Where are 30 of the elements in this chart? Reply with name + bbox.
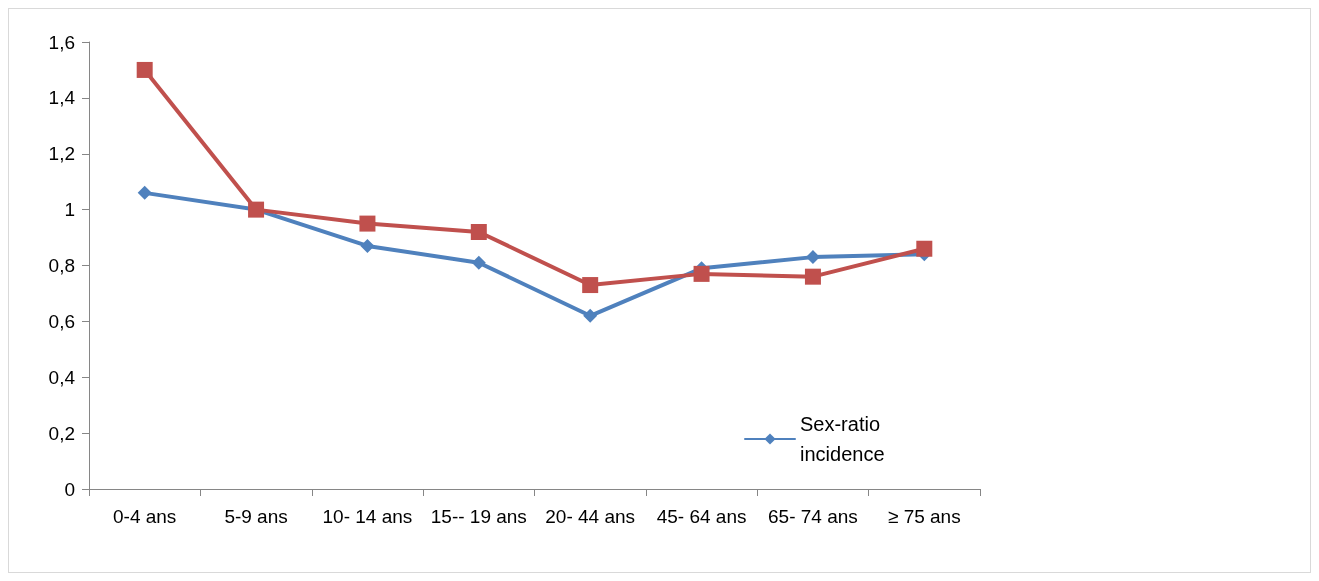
x-tick-label: 65- 74 ans xyxy=(768,506,858,527)
legend-label: Sex-ratio incidence xyxy=(800,413,886,465)
point xyxy=(805,250,820,265)
y-tick-label: 0,8 xyxy=(48,255,75,276)
y-tick-label: 0 xyxy=(64,478,75,500)
x-tick-label: 15-- 19 ans xyxy=(430,506,527,527)
point xyxy=(804,268,821,285)
point xyxy=(693,265,710,282)
point xyxy=(360,238,375,253)
x-tick-label: 20- 44 ans xyxy=(545,506,636,527)
y-tick-label: 1,4 xyxy=(48,87,76,109)
x-tick-label: 5-9 ans xyxy=(224,506,288,527)
x-tick-label: 45- 64 ans xyxy=(656,506,747,527)
y-tick-label: 1,2 xyxy=(48,143,75,165)
x-tick-label: ≥ 75 ans xyxy=(887,506,961,527)
x-tick-label: 0-4 ans xyxy=(113,506,177,527)
point xyxy=(137,185,152,200)
point xyxy=(916,240,933,257)
point xyxy=(471,255,486,270)
point xyxy=(359,215,376,232)
point xyxy=(136,61,153,78)
point xyxy=(582,277,599,294)
point xyxy=(470,223,487,240)
x-tick-label: 10- 14 ans xyxy=(322,506,413,527)
y-tick-label: 1,6 xyxy=(48,31,75,53)
y-tick-label: 0,4 xyxy=(48,366,76,388)
point xyxy=(583,308,598,323)
y-tick-label: 1 xyxy=(64,199,75,221)
y-tick-label: 0,6 xyxy=(48,310,75,332)
y-tick-label: 0,2 xyxy=(48,422,75,444)
